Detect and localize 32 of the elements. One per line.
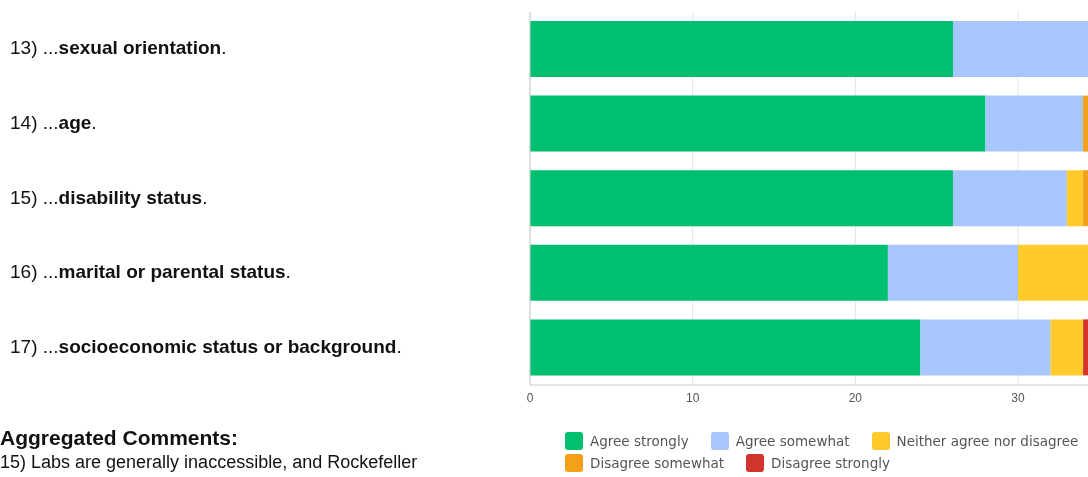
bar	[530, 21, 953, 77]
y-tick-label: 15) ...disability status.	[10, 186, 208, 208]
bar	[1066, 170, 1084, 227]
bar	[952, 21, 1088, 77]
bar	[887, 244, 1019, 301]
text: Aggregated Comments:	[0, 426, 239, 450]
bar	[530, 95, 986, 152]
bar	[985, 95, 1084, 152]
bar	[1083, 95, 1088, 152]
bar	[1083, 170, 1088, 227]
y-tick-label: 14) ...age.	[10, 111, 97, 133]
bar	[920, 319, 1051, 376]
bar	[1083, 319, 1088, 376]
y-tick-label: 17) ...socioeconomic status or background.	[10, 335, 402, 357]
legend-label: Neither agree nor disagree	[896, 433, 1079, 449]
y-tick-label: 13) ...sexual orientation.	[10, 37, 227, 59]
bar	[530, 319, 921, 376]
x-tick-label: 30	[1011, 390, 1026, 405]
bar	[952, 170, 1067, 227]
bar	[1018, 244, 1088, 301]
bar	[1050, 319, 1084, 376]
legend-label: Disagree strongly	[771, 455, 890, 471]
legend-label: Agree strongly	[590, 433, 689, 449]
legend-label: Disagree somewhat	[590, 455, 725, 471]
x-tick-label: 0	[526, 390, 534, 405]
x-tick-label: 20	[848, 390, 863, 405]
bar	[530, 244, 888, 301]
y-tick-label: 16) ...marital or parental status.	[10, 261, 291, 283]
x-tick-label: 10	[686, 390, 700, 405]
legend-label: Agree somewhat	[735, 433, 850, 449]
bar	[530, 170, 953, 227]
text: 15) Labs are generally inaccessible, and Rockefeller	[0, 452, 418, 473]
